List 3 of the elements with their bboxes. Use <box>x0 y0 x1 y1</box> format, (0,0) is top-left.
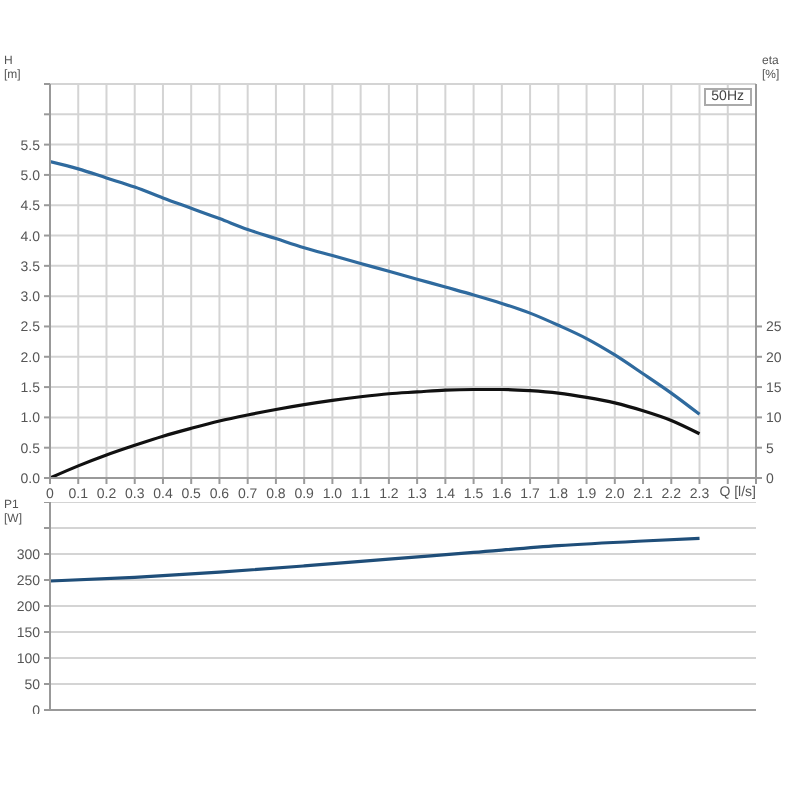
line-series <box>50 159 702 416</box>
line-series <box>50 387 702 478</box>
line-series <box>50 536 702 583</box>
